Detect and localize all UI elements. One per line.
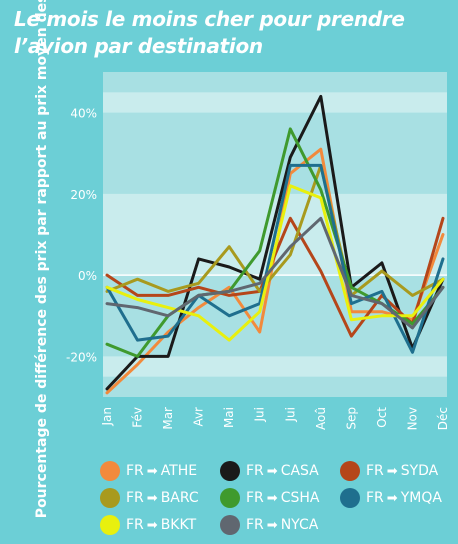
x-tick-label: Avr — [192, 407, 206, 427]
x-tick-label: Aoû — [314, 407, 328, 430]
x-tick-label: Mar — [161, 407, 175, 430]
arrow-icon: ➡ — [146, 517, 158, 533]
legend-swatch-casa — [220, 461, 240, 481]
legend-item-bkkt: FR ➡ BKKT — [100, 514, 196, 536]
arrow-icon: ➡ — [146, 463, 158, 479]
legend-swatch-ymqa — [340, 488, 360, 508]
x-tick-label: Nov — [405, 407, 419, 430]
y-tick-label: 20% — [70, 188, 97, 202]
arrow-icon: ➡ — [146, 490, 158, 506]
x-tick-label: Déc — [436, 407, 450, 430]
series-line-ymqa — [105, 163, 445, 354]
chart-title: Le mois le moins cher pour prendre l’avi… — [14, 7, 405, 58]
grid-band — [103, 376, 447, 397]
y-tick-label: -20% — [66, 350, 97, 364]
legend-swatch-barc — [100, 488, 120, 508]
legend-swatch-csha — [220, 488, 240, 508]
series-line-casa — [105, 94, 445, 391]
arrow-icon: ➡ — [266, 517, 278, 533]
legend-swatch-nyca — [220, 515, 240, 535]
legend-item-nyca: FR ➡ NYCA — [220, 514, 318, 536]
legend-swatch-athe — [100, 461, 120, 481]
y-tick-label: 40% — [70, 107, 97, 121]
x-tick-label: Mai — [222, 407, 236, 428]
x-tick-label: Sep — [344, 407, 358, 430]
line-chart: 40% 20% 0% -20% Jan Fév Mar Avr Mai Jui Jui Aoû Sep O… — [66, 72, 450, 430]
legend-item-casa: FR ➡ CASA — [220, 460, 319, 482]
x-tick-label: Jui — [253, 407, 267, 422]
legend-item-athe: FR ➡ ATHE — [100, 460, 197, 482]
arrow-icon: ➡ — [266, 490, 278, 506]
y-tick-label: 0% — [78, 269, 97, 283]
legend-item-syda: FR ➡ SYDA — [340, 460, 438, 482]
legend-item-ymqa: FR ➡ YMQA — [340, 487, 442, 509]
series-line-bkkt — [105, 184, 445, 342]
legend-item-csha: FR ➡ CSHA — [220, 487, 319, 509]
grid-band — [103, 72, 447, 93]
series-line-barc — [105, 163, 445, 297]
legend-swatch-syda — [340, 461, 360, 481]
x-tick-label: Fév — [131, 407, 145, 428]
x-tick-label: Jan — [100, 407, 114, 427]
x-tick-label: Oct — [375, 407, 389, 428]
legend-item-barc: FR ➡ BARC — [100, 487, 199, 509]
series-line-nyca — [105, 216, 445, 330]
arrow-icon: ➡ — [266, 463, 278, 479]
arrow-icon: ➡ — [386, 490, 398, 506]
arrow-icon: ➡ — [386, 463, 398, 479]
grid-band — [103, 112, 447, 194]
x-tick-label: Jui — [283, 407, 297, 422]
legend-swatch-bkkt — [100, 515, 120, 535]
